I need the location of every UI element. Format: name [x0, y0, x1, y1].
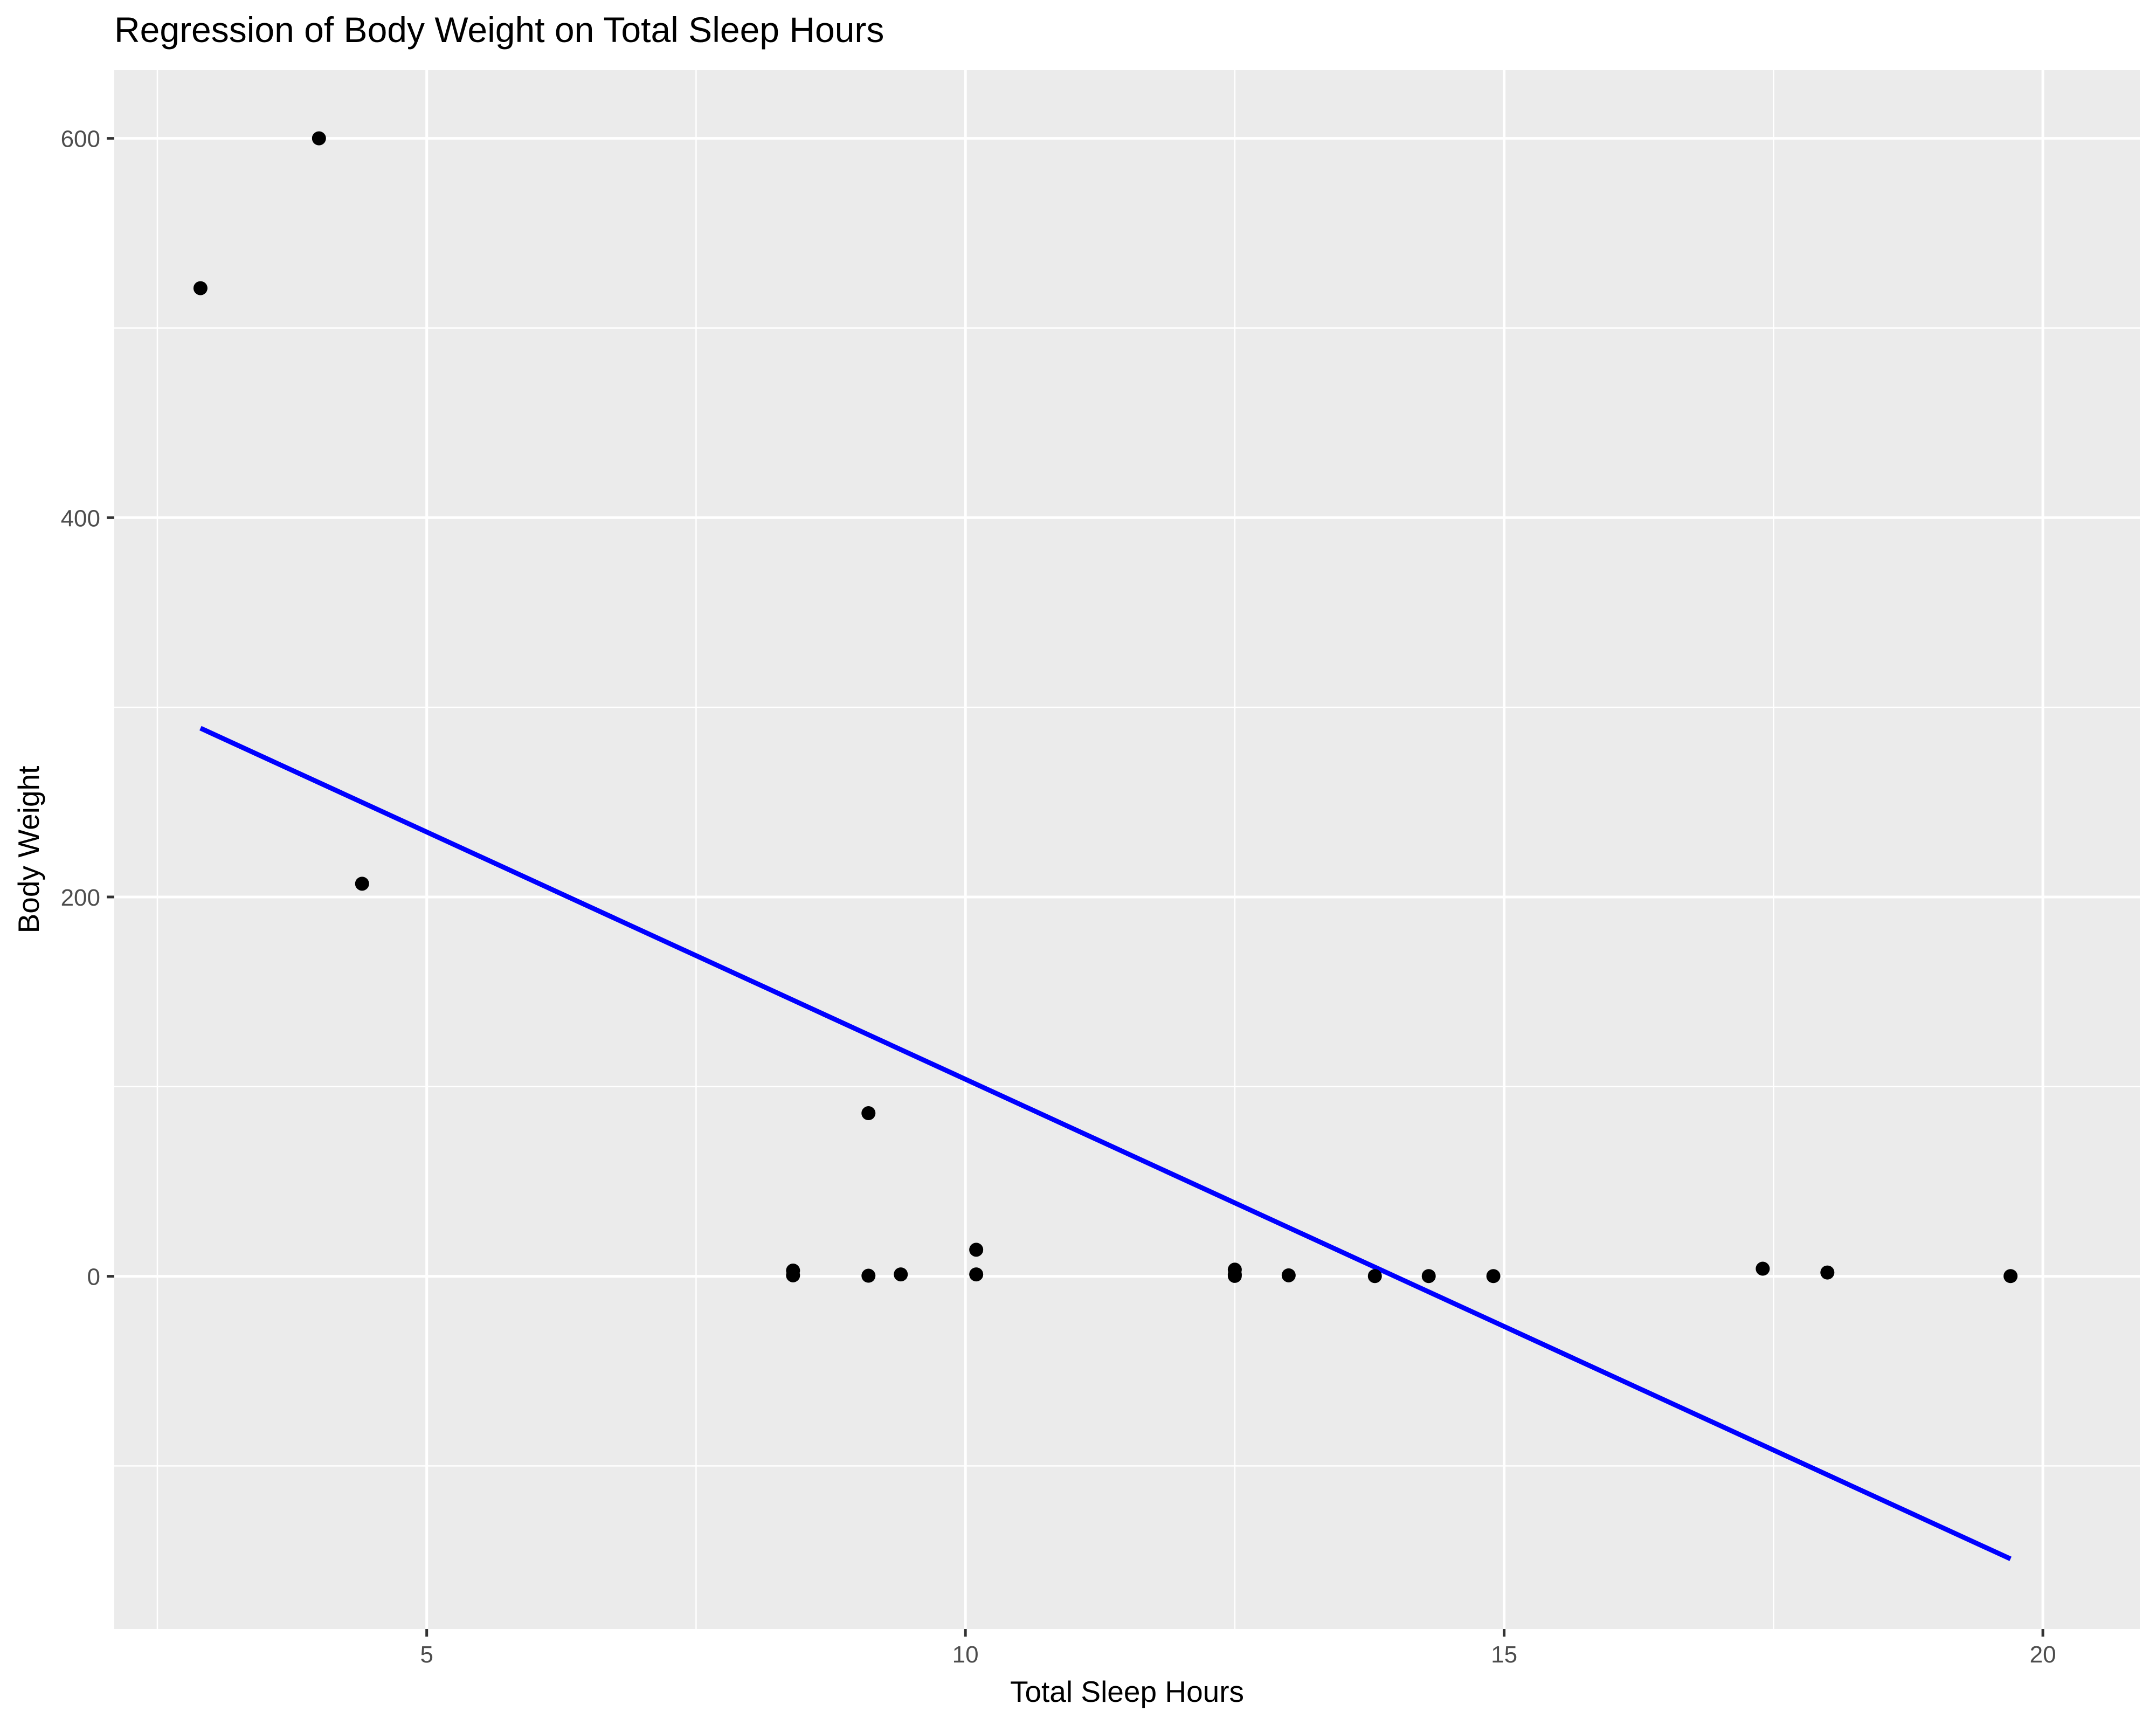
x-tick-label: 20	[2030, 1641, 2056, 1668]
x-axis-title: Total Sleep Hours	[1010, 1675, 1244, 1708]
data-point	[969, 1267, 984, 1282]
data-point	[1820, 1265, 1835, 1280]
regression-line-series	[199, 726, 2012, 1561]
data-point	[312, 131, 326, 146]
minor-gridlines	[114, 70, 2140, 1629]
y-tick-label: 200	[61, 885, 100, 911]
scatter-points-series	[193, 131, 2018, 1284]
plot-panel	[114, 70, 2140, 1629]
y-axis-ticks: 0 200 400 600	[61, 126, 114, 1291]
x-tick-label: 5	[420, 1641, 433, 1668]
data-point	[786, 1268, 800, 1282]
data-point	[1756, 1261, 1770, 1276]
data-point	[1367, 1269, 1382, 1284]
data-point	[1486, 1269, 1501, 1284]
data-point	[2003, 1269, 2018, 1284]
x-tick-label: 15	[1491, 1641, 1517, 1668]
data-point	[193, 281, 208, 295]
y-tick-label: 0	[87, 1264, 100, 1291]
data-point	[1421, 1269, 1436, 1284]
y-tick-label: 600	[61, 126, 100, 153]
major-gridlines	[114, 70, 2140, 1629]
data-point	[969, 1243, 984, 1257]
y-tick-label: 400	[61, 505, 100, 532]
x-tick-label: 10	[952, 1641, 979, 1668]
y-axis-title: Body Weight	[12, 766, 45, 934]
data-point	[1227, 1268, 1242, 1283]
data-point	[894, 1267, 908, 1282]
data-point	[861, 1268, 876, 1283]
data-point	[861, 1106, 876, 1121]
data-point	[355, 877, 369, 891]
x-axis-ticks: 5 10 15 20	[420, 1629, 2056, 1668]
chart-title: Regression of Body Weight on Total Sleep…	[114, 10, 884, 50]
data-point	[1281, 1268, 1296, 1282]
regression-line	[199, 726, 2012, 1561]
